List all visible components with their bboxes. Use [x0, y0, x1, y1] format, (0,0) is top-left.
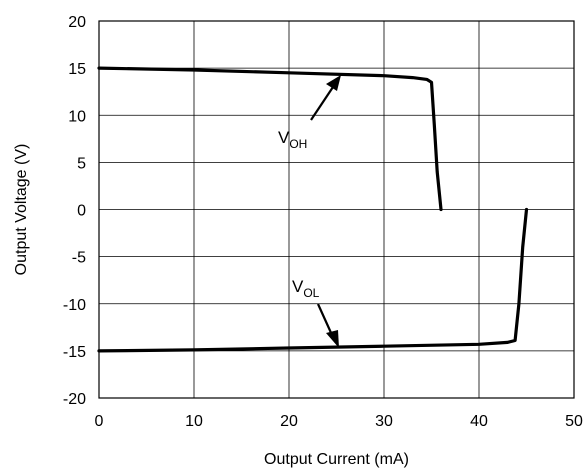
y-tick-label: -5 — [72, 250, 86, 267]
x-tick-label: 40 — [470, 413, 488, 430]
annotation-vol-arrowhead — [326, 330, 339, 348]
x-tick-label: 30 — [375, 413, 393, 430]
x-axis-title: Output Current (mA) — [264, 451, 409, 468]
x-tick-label: 0 — [95, 413, 104, 430]
annotation-voh-label: VOH — [278, 128, 307, 151]
y-tick-label: -10 — [63, 297, 86, 314]
x-tick-labels: 0 10 20 30 40 50 — [95, 413, 583, 430]
x-tick-label: 20 — [280, 413, 298, 430]
annotation-vol: VOL — [292, 277, 339, 348]
y-tick-label: 0 — [77, 203, 86, 220]
annotation-voh-arrowhead — [326, 75, 341, 91]
y-tick-label: 5 — [77, 155, 86, 172]
y-tick-label: 10 — [68, 108, 86, 125]
series-layer — [97, 66, 529, 353]
plot-frame — [98, 20, 575, 399]
series-line-vol — [97, 207, 529, 353]
y-axis-title: Output Voltage (V) — [13, 144, 30, 276]
y-tick-label: -20 — [63, 391, 86, 408]
annotation-vol-label: VOL — [292, 277, 320, 300]
x-tick-label: 10 — [185, 413, 203, 430]
y-tick-label: -15 — [63, 344, 86, 361]
annotation-voh-arrow — [310, 86, 334, 121]
y-tick-label: 20 — [68, 14, 86, 31]
y-tick-labels: 20 15 10 5 0 -5 -10 -15 -20 — [63, 14, 86, 408]
series-line-voh — [97, 66, 443, 212]
x-tick-label: 50 — [565, 413, 583, 430]
annotation-vol-arrow — [316, 303, 334, 336]
y-tick-label: 15 — [68, 61, 86, 78]
annotation-voh: VOH — [278, 75, 341, 151]
